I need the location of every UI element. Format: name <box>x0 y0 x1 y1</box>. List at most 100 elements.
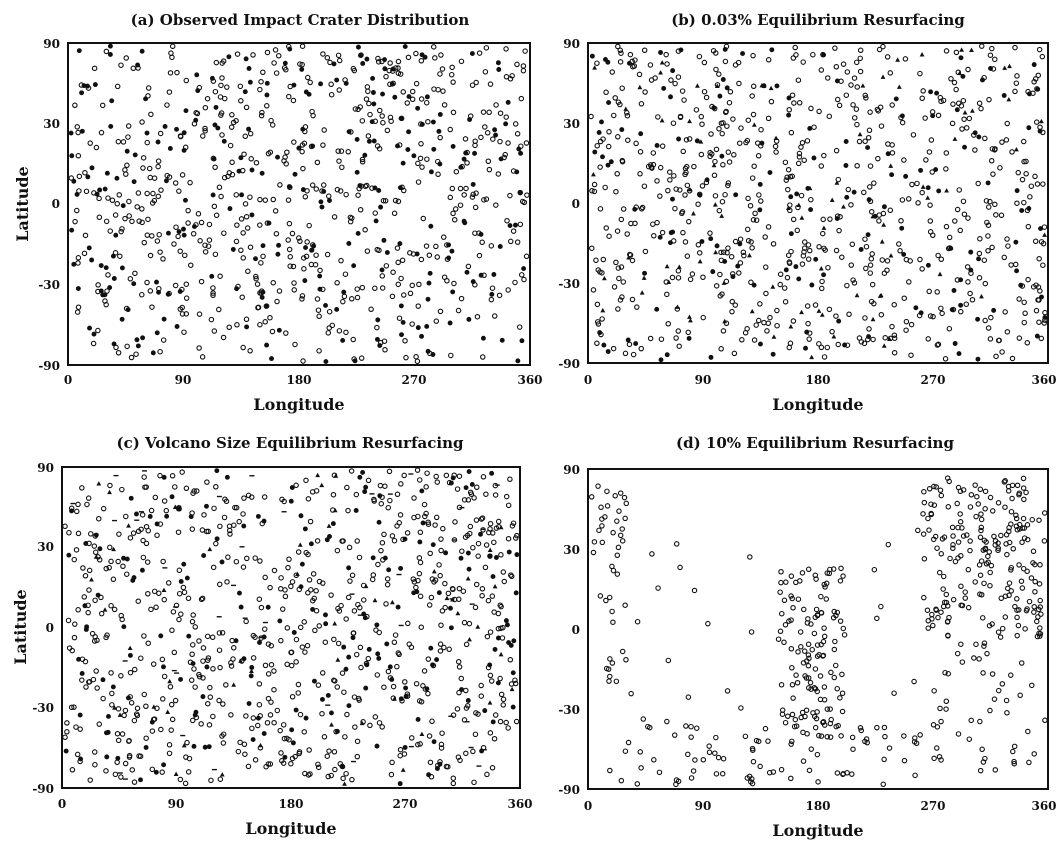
crater-point <box>299 61 305 68</box>
crater-point <box>75 153 82 159</box>
crater-point <box>1033 119 1040 125</box>
crater-point <box>940 586 946 592</box>
crater-point <box>850 102 856 108</box>
crater-point <box>781 285 788 291</box>
crater-point <box>320 51 326 57</box>
crater-point <box>833 247 840 254</box>
crater-point <box>1041 320 1047 326</box>
crater-point <box>952 218 958 224</box>
crater-point <box>375 55 381 62</box>
crater-point <box>972 130 978 136</box>
crater-point <box>342 781 347 786</box>
crater-point <box>196 345 202 351</box>
crater-point <box>285 237 291 243</box>
x-tick-label: 0 <box>584 799 592 813</box>
crater-point <box>302 526 308 532</box>
crater-point <box>433 318 440 324</box>
crater-point <box>332 621 338 626</box>
crater-point <box>481 197 487 203</box>
crater-point <box>839 671 845 678</box>
crater-point <box>372 285 378 292</box>
crater-point <box>596 527 602 534</box>
crater-point <box>91 638 98 644</box>
crater-point <box>934 545 940 551</box>
crater-point <box>597 164 603 170</box>
crater-point <box>394 491 401 498</box>
crater-point <box>834 96 841 103</box>
crater-point <box>472 604 479 611</box>
crater-point <box>385 504 391 511</box>
crater-point <box>378 500 385 507</box>
crater-point <box>449 64 455 71</box>
crater-point <box>611 112 617 119</box>
crater-point <box>680 148 687 155</box>
crater-point <box>901 295 908 301</box>
crater-point <box>744 775 751 781</box>
crater-point <box>329 322 336 329</box>
crater-point <box>848 262 855 268</box>
crater-point <box>694 138 700 144</box>
crater-point <box>111 606 118 613</box>
crater-point <box>731 350 738 357</box>
crater-point <box>718 249 724 256</box>
crater-point <box>260 243 266 249</box>
crater-point <box>647 724 653 731</box>
crater-point <box>988 562 995 569</box>
crater-point <box>404 100 411 106</box>
crater-point <box>255 304 262 311</box>
crater-point <box>293 572 300 579</box>
crater-point <box>479 354 486 360</box>
crater-point <box>600 256 607 263</box>
crater-point <box>69 647 75 654</box>
crater-point <box>633 204 639 210</box>
crater-point <box>808 207 814 213</box>
crater-point <box>1037 604 1044 610</box>
crater-point <box>259 294 265 300</box>
crater-point <box>411 514 417 521</box>
crater-point <box>347 578 353 584</box>
crater-point <box>989 671 996 677</box>
crater-point <box>833 147 840 154</box>
crater-point <box>339 670 346 676</box>
crater-point <box>862 315 868 321</box>
crater-point <box>590 549 597 556</box>
crater-point <box>227 531 233 537</box>
crater-point <box>795 649 801 655</box>
crater-point <box>888 253 894 258</box>
crater-point <box>121 624 127 630</box>
crater-point <box>364 56 370 62</box>
crater-point <box>707 230 713 236</box>
crater-point <box>191 666 197 672</box>
crater-point <box>410 576 417 582</box>
crater-point <box>623 656 629 663</box>
crater-point <box>1034 181 1041 187</box>
crater-point <box>470 191 476 198</box>
crater-point <box>875 155 881 162</box>
crater-point <box>86 587 92 593</box>
crater-point <box>848 82 854 88</box>
crater-point <box>461 717 468 723</box>
crater-point <box>967 504 974 510</box>
crater-point <box>772 143 779 150</box>
crater-point <box>589 245 595 251</box>
crater-point <box>614 170 620 177</box>
x-tick-label: 270 <box>920 799 945 813</box>
crater-point <box>437 648 444 654</box>
crater-point <box>976 250 983 257</box>
crater-point <box>200 658 206 664</box>
crater-point <box>747 554 753 560</box>
crater-point <box>686 136 693 142</box>
crater-point <box>114 175 120 181</box>
crater-point <box>166 89 173 95</box>
crater-point <box>416 570 423 577</box>
crater-point <box>522 48 528 54</box>
crater-point <box>925 195 931 200</box>
crater-point <box>901 157 907 163</box>
crater-point <box>986 96 992 103</box>
crater-point <box>414 589 420 595</box>
crater-point <box>983 539 989 545</box>
crater-point <box>360 597 367 603</box>
crater-point <box>442 604 448 611</box>
crater-point <box>326 325 332 331</box>
crater-point <box>920 531 927 537</box>
